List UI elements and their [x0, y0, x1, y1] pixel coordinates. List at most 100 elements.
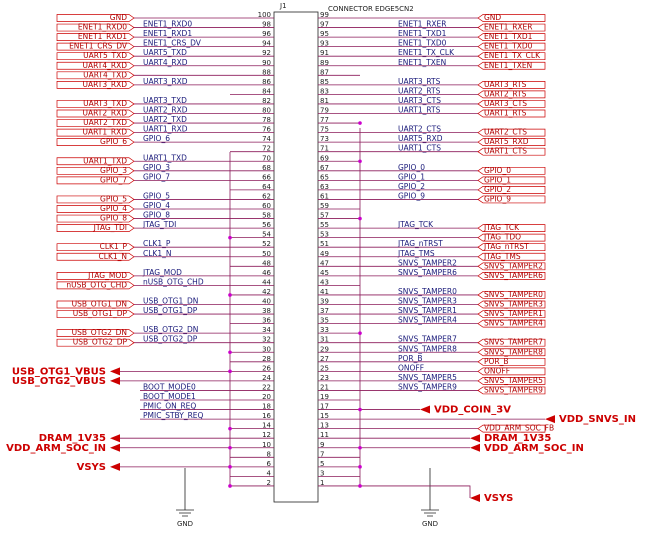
pin-number: 94 [262, 40, 271, 48]
pin-number: 78 [262, 116, 271, 124]
pin-number: 8 [267, 450, 271, 458]
port-label: UART2_RXD [82, 109, 127, 118]
off-page-port [477, 338, 546, 347]
port-label: UART1_CTS [484, 147, 527, 156]
pin-number: 60 [262, 202, 271, 210]
off-page-port [56, 338, 135, 347]
off-page-port [56, 23, 135, 32]
port-label: GPIO_5 [100, 194, 127, 203]
off-page-port [477, 42, 546, 51]
net-label: UART5_RXD [398, 134, 443, 143]
port-label: UART1_TXD [83, 156, 127, 165]
off-page-port [56, 166, 135, 175]
net-label: UART5_TXD [143, 48, 187, 57]
net-label: ENET1_RXER [398, 20, 447, 29]
port-label: GPIO_8 [100, 214, 127, 223]
pin-number: 18 [262, 403, 271, 411]
pin-number: 79 [320, 107, 329, 115]
off-page-port [477, 23, 546, 32]
junction [228, 235, 232, 240]
off-page-port [477, 166, 546, 175]
port-label: UART3_RTS [484, 80, 527, 89]
net-label: SNVS_TAMPER8 [398, 344, 457, 353]
port-label: SNVS_TAMPER7 [484, 338, 543, 347]
port-label: JTAG_MOD [87, 271, 127, 280]
junction [228, 445, 232, 450]
power-label: VDD_ARM_SOC_IN [6, 443, 106, 454]
port-label: UART4_TXD [83, 70, 127, 79]
pin-number: 53 [320, 231, 329, 239]
pin-number: 40 [262, 298, 271, 306]
pin-number: 61 [320, 192, 329, 200]
off-page-port [477, 310, 546, 318]
pin-number: 24 [262, 374, 271, 382]
pin-number: 49 [320, 250, 329, 258]
pin-number: 39 [320, 298, 329, 306]
port-label: SNVS_TAMPER6 [484, 271, 543, 280]
pin-number: 42 [262, 288, 271, 296]
port-label: CLK1_P [100, 242, 128, 251]
port-label: SNVS_TAMPER3 [484, 300, 543, 309]
off-page-port [477, 243, 546, 252]
part: CONNECTOR EDGE5CN2 [328, 5, 414, 13]
pin-number: 21 [320, 383, 329, 391]
port-label: UART3_RXD [82, 80, 127, 89]
net-label: GPIO_1 [398, 172, 425, 181]
junction [228, 484, 232, 488]
pin-number: 19 [320, 393, 329, 401]
off-page-port [56, 119, 135, 127]
pin-number: 71 [320, 145, 329, 153]
pin-number: 37 [320, 307, 329, 315]
connector-body [273, 11, 319, 503]
net-label: CLK1_N [143, 249, 171, 258]
net-label: SNVS_TAMPER7 [398, 335, 457, 344]
pin-number: 74 [262, 135, 271, 143]
pin-number: 7 [320, 450, 324, 458]
port-label: ENET1_RXD0 [78, 23, 127, 32]
pin-number: 12 [262, 431, 271, 439]
port-label: SNVS_TAMPER4 [484, 319, 543, 328]
power-arrow [470, 493, 480, 502]
pin-number: 29 [320, 345, 329, 353]
power-label: DRAM_1V35 [39, 433, 106, 444]
junction [358, 465, 362, 469]
off-page-port [477, 367, 546, 376]
net-label: CLK1_P [143, 239, 171, 248]
net-label: ENET1_TXD1 [398, 29, 447, 38]
junction [228, 369, 232, 374]
pin-number: 96 [262, 30, 271, 38]
power-arrow [110, 462, 120, 471]
junction [358, 331, 362, 335]
pin-number: 92 [262, 49, 271, 57]
pin-number: 9 [320, 441, 324, 449]
net-label: JTAG_MOD [142, 268, 182, 277]
off-page-port [477, 233, 546, 242]
gnd-label: GND [177, 520, 193, 528]
port-label: nUSB_OTG_CHD [66, 280, 127, 289]
junction [358, 407, 362, 412]
net-label: SNVS_TAMPER4 [398, 316, 457, 325]
port-label: SNVS_TAMPER2 [484, 261, 543, 270]
port-label: GPIO_9 [484, 194, 511, 203]
pin-number: 65 [320, 173, 329, 181]
port-label: GPIO_4 [100, 204, 127, 213]
net-label: USB_OTG1_DP [143, 306, 198, 315]
off-page-port [477, 195, 546, 204]
off-page-port [56, 214, 135, 223]
port-label: UART2_RTS [484, 89, 527, 98]
net-label: UART1_RXD [143, 125, 188, 134]
port-label: GND [110, 13, 127, 22]
net-label: SNVS_TAMPER5 [398, 373, 457, 382]
net-label: ENET1_TXD0 [398, 39, 447, 48]
off-page-port [56, 14, 135, 22]
pin-number: 82 [262, 97, 271, 105]
port-label: CLK1_N [99, 252, 127, 261]
junction [358, 445, 362, 450]
net-label: ENET1_RXD0 [143, 20, 192, 29]
net-label: SNVS_TAMPER9 [398, 382, 457, 391]
power-arrow [110, 434, 120, 443]
pin-number: 100 [258, 11, 271, 19]
net-label: UART2_RXD [143, 106, 188, 115]
off-page-port [477, 252, 546, 261]
pin-number: 59 [320, 202, 329, 210]
